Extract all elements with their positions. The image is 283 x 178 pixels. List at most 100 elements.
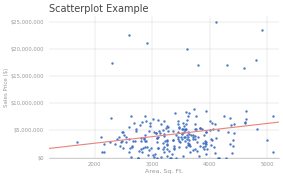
Point	[161, 141, 166, 144]
X-axis label: Area, Sq. Ft.: Area, Sq. Ft.	[145, 169, 183, 174]
Point	[213, 151, 217, 154]
Point	[198, 127, 202, 129]
Point	[117, 135, 121, 138]
Point	[165, 139, 169, 142]
Point	[216, 129, 220, 132]
Point	[139, 148, 144, 150]
Point	[142, 137, 146, 140]
Point	[207, 119, 212, 122]
Point	[137, 150, 141, 153]
Point	[139, 137, 144, 140]
Point	[130, 139, 135, 142]
Point	[271, 151, 275, 153]
Point	[99, 135, 103, 138]
Point	[138, 123, 143, 126]
Point	[141, 147, 146, 150]
Point	[185, 48, 189, 50]
Point	[176, 119, 180, 122]
Point	[242, 121, 247, 124]
Point	[192, 123, 197, 126]
Point	[153, 132, 158, 135]
Point	[255, 128, 260, 131]
Point	[230, 152, 235, 155]
Point	[265, 138, 270, 141]
Point	[167, 150, 171, 152]
Point	[147, 129, 151, 132]
Point	[120, 140, 125, 143]
Point	[209, 143, 214, 146]
Point	[161, 128, 165, 131]
Point	[156, 130, 161, 133]
Point	[209, 138, 213, 140]
Point	[213, 20, 218, 23]
Point	[182, 125, 186, 128]
Point	[113, 143, 117, 146]
Point	[140, 121, 145, 124]
Point	[205, 148, 210, 151]
Point	[162, 150, 166, 153]
Point	[184, 145, 189, 148]
Point	[188, 145, 192, 148]
Point	[128, 155, 133, 158]
Point	[203, 131, 208, 134]
Point	[155, 156, 160, 159]
Point	[179, 135, 183, 138]
Point	[143, 134, 147, 136]
Point	[175, 123, 180, 126]
Point	[202, 148, 206, 151]
Point	[75, 140, 80, 143]
Point	[161, 120, 166, 123]
Point	[244, 109, 248, 112]
Point	[169, 156, 173, 159]
Point	[170, 153, 175, 156]
Point	[201, 134, 206, 137]
Point	[162, 134, 166, 137]
Point	[181, 127, 185, 130]
Point	[168, 156, 172, 159]
Point	[154, 141, 159, 144]
Point	[159, 155, 163, 158]
Point	[231, 139, 235, 142]
Point	[182, 136, 187, 139]
Point	[188, 150, 193, 153]
Point	[185, 135, 190, 138]
Point	[191, 134, 195, 136]
Point	[231, 122, 236, 125]
Point	[153, 153, 157, 156]
Point	[170, 139, 175, 142]
Point	[173, 133, 178, 136]
Point	[163, 139, 168, 142]
Point	[155, 137, 160, 140]
Point	[201, 146, 205, 149]
Point	[143, 140, 147, 142]
Point	[172, 148, 177, 151]
Point	[152, 131, 156, 134]
Point	[203, 145, 207, 148]
Point	[228, 124, 233, 127]
Point	[216, 156, 221, 159]
Point	[154, 131, 158, 134]
Point	[148, 125, 152, 128]
Point	[186, 138, 191, 141]
Point	[139, 140, 143, 143]
Point	[142, 146, 147, 148]
Point	[271, 115, 275, 118]
Point	[179, 137, 184, 140]
Point	[186, 130, 190, 133]
Point	[185, 134, 189, 137]
Point	[186, 111, 191, 114]
Point	[184, 138, 189, 141]
Point	[191, 148, 195, 151]
Point	[164, 139, 169, 142]
Point	[164, 126, 168, 129]
Point	[200, 128, 204, 130]
Point	[134, 128, 138, 130]
Point	[182, 130, 186, 133]
Point	[186, 141, 190, 144]
Point	[144, 140, 148, 142]
Point	[133, 140, 138, 143]
Point	[164, 143, 169, 146]
Point	[143, 114, 148, 117]
Point	[102, 150, 106, 153]
Point	[192, 127, 197, 130]
